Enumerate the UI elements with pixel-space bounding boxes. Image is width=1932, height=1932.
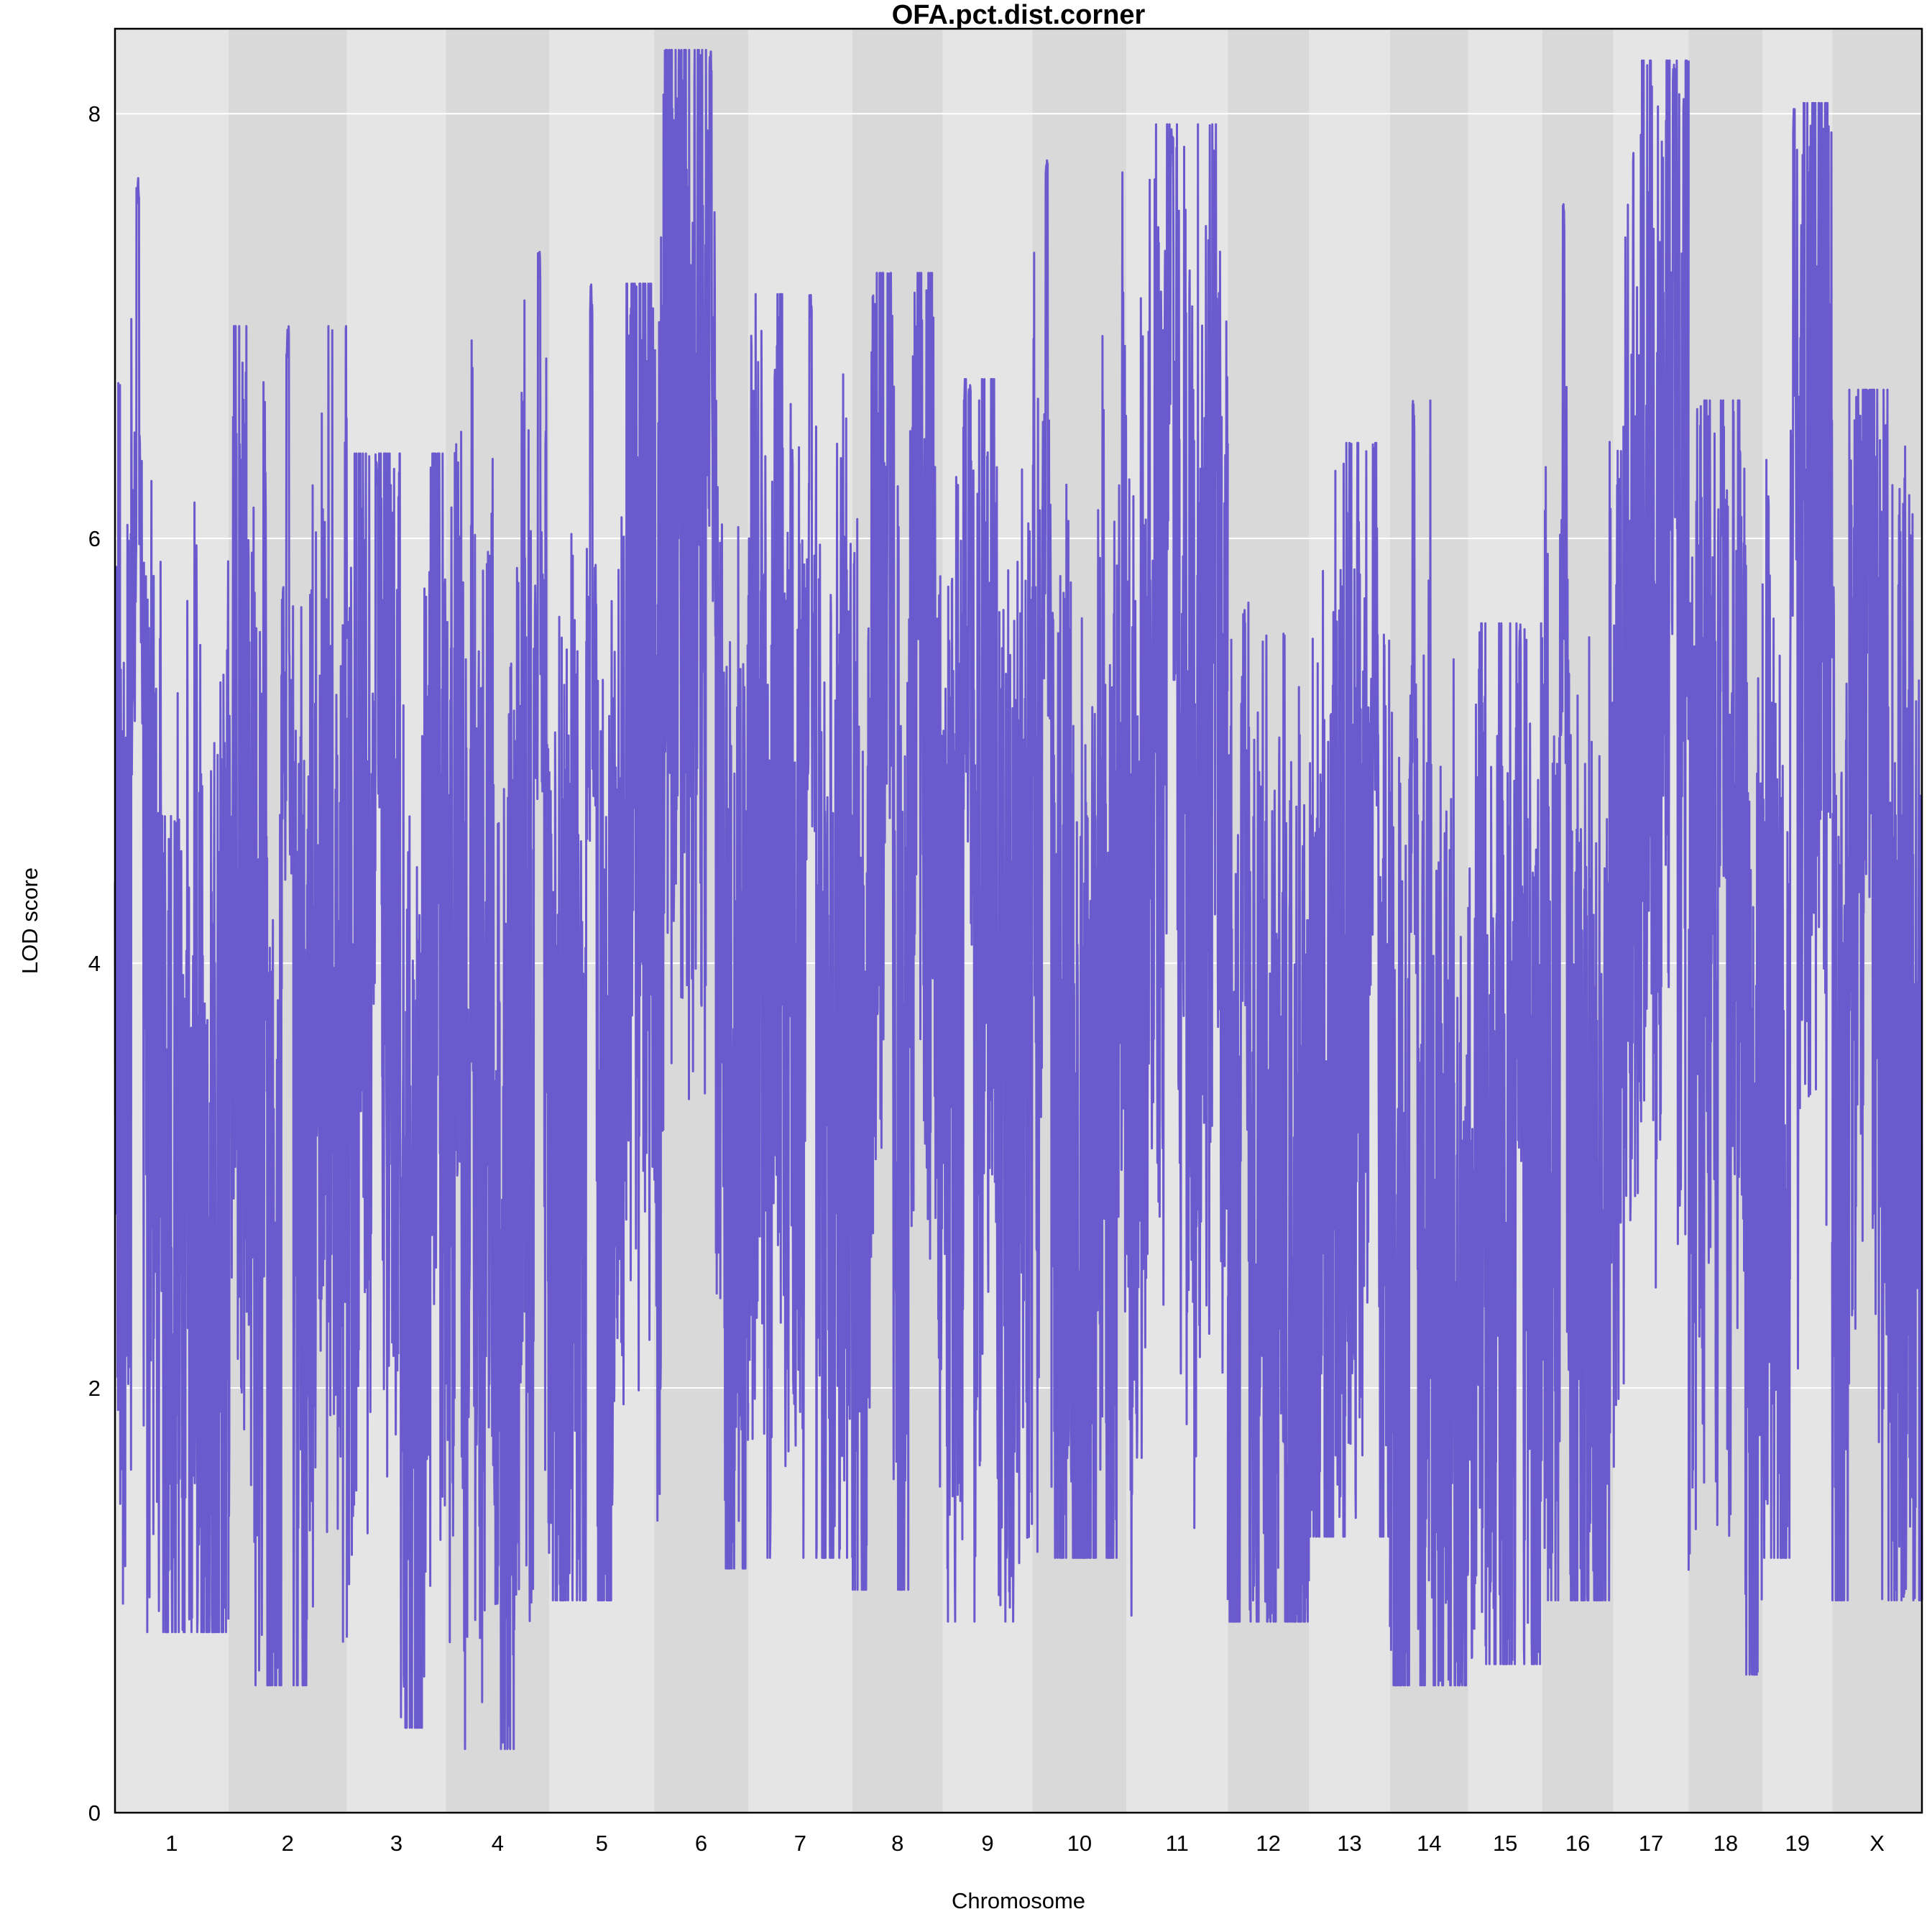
- lod-trace-chr-2: [227, 325, 349, 1687]
- x-tick-label: 2: [282, 1831, 294, 1856]
- lod-curve: [114, 49, 1923, 1750]
- lod-trace-chr-13: [1307, 441, 1392, 1538]
- lod-trace-chr-15: [1467, 622, 1544, 1665]
- x-tick-label: 8: [891, 1831, 903, 1856]
- lod-trace-chr-10: [1031, 159, 1128, 1559]
- x-axis-title: Chromosome: [952, 1888, 1085, 1913]
- lod-trace-chr-1: [114, 177, 230, 1634]
- x-tick-label: 19: [1785, 1831, 1809, 1856]
- x-tick-label: 10: [1067, 1831, 1092, 1856]
- chart-title: OFA.pct.dist.corner: [892, 0, 1146, 30]
- x-tick-label: 6: [695, 1831, 707, 1856]
- y-tick-label: 8: [88, 101, 101, 126]
- x-tick-label: 13: [1337, 1831, 1361, 1856]
- y-axis-title: LOD score: [17, 868, 42, 974]
- y-tick-label: 4: [88, 951, 101, 976]
- lod-trace-chr-18: [1687, 399, 1764, 1676]
- lod-trace-chr-12: [1226, 602, 1310, 1623]
- x-tick-label: X: [1869, 1831, 1885, 1856]
- x-tick-label: 3: [390, 1831, 402, 1856]
- x-tick-label: 18: [1714, 1831, 1738, 1856]
- lod-trace-chr-4: [445, 251, 551, 1750]
- x-tick-label: 5: [596, 1831, 608, 1856]
- lod-trace-chr-17: [1612, 59, 1690, 1468]
- x-tick-label: 17: [1639, 1831, 1663, 1856]
- y-tick-label: 2: [88, 1376, 101, 1401]
- x-tick-label: 11: [1166, 1831, 1189, 1856]
- lod-trace-chr-16: [1541, 203, 1614, 1601]
- lod-trace-chr-7: [747, 293, 854, 1559]
- x-tick-label: 1: [165, 1831, 178, 1856]
- y-tick-label: 6: [88, 526, 101, 551]
- x-axis: 1 2 3 4 5 6 7 8 9 10 11 12 13 14 15 16 17 18 19 X: [165, 1831, 1885, 1856]
- x-tick-label: 9: [981, 1831, 993, 1856]
- lod-trace-chr-X: [1831, 388, 1923, 1601]
- x-tick-label: 12: [1256, 1831, 1280, 1856]
- lod-trace-chr-14: [1389, 399, 1470, 1687]
- x-tick-label: 15: [1493, 1831, 1517, 1856]
- lod-trace-chr-8: [851, 272, 944, 1591]
- lod-trace-chr-19: [1761, 101, 1834, 1559]
- lod-trace-chr-5: [548, 282, 656, 1601]
- y-tick-label: 0: [88, 1800, 101, 1826]
- plot-frame: [114, 27, 1923, 1814]
- x-tick-label: 4: [492, 1831, 504, 1856]
- lod-trace-chr-3: [346, 452, 447, 1729]
- lod-trace-chr-6: [653, 49, 750, 1570]
- x-tick-label: 7: [794, 1831, 806, 1856]
- y-axis: 0 2 4 6 8: [88, 101, 101, 1826]
- x-tick-label: 16: [1565, 1831, 1590, 1856]
- lod-trace-chr-9: [942, 378, 1034, 1623]
- x-tick-label: 14: [1417, 1831, 1441, 1856]
- lod-trace-chr-11: [1125, 123, 1229, 1617]
